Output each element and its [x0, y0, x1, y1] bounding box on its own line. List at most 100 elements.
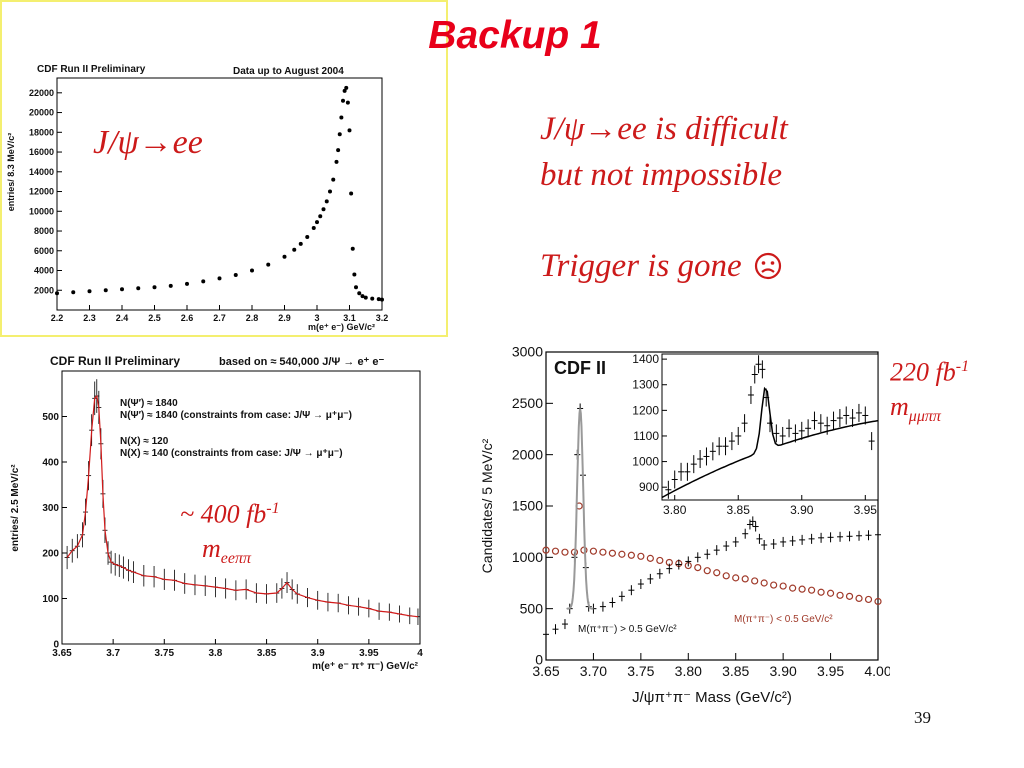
y-tick-label: 18000	[29, 127, 54, 137]
y-tick-label: 8000	[34, 226, 54, 236]
chart3-point-low	[599, 548, 607, 556]
chart1-point	[370, 296, 375, 301]
chart3-point-low	[637, 552, 645, 560]
chart3-point-low	[656, 556, 664, 565]
chart1-point	[349, 191, 354, 196]
x-tick-label: 3.70	[580, 663, 607, 679]
chart3-point-low	[589, 547, 598, 555]
chart1-point	[292, 247, 297, 252]
mass-220-text: m	[890, 391, 909, 421]
lumi-220-sup: -1	[955, 358, 970, 375]
difficulty-note-line1: J/ψ→ee is difficult	[540, 111, 788, 147]
x-tick-label: 3.95	[854, 503, 878, 517]
y-tick-label: 12000	[29, 187, 54, 197]
chart1-point	[305, 234, 310, 239]
chart1-point	[311, 226, 316, 231]
chart3-point-low	[561, 548, 569, 556]
mass-400-sub: eeππ	[220, 549, 252, 567]
chart2-annot-2: N(Ψ′) ≈ 1840 (constraints from case: J/Ψ…	[120, 410, 352, 421]
chart1-point	[339, 115, 344, 120]
chart1-point	[250, 268, 254, 273]
chart3-point-low	[618, 550, 626, 558]
chart1-point	[321, 207, 326, 212]
x-tick-label: 2.7	[213, 313, 226, 323]
chart3-point-low	[741, 575, 749, 583]
chart3-point-low	[874, 597, 882, 606]
chart1-point	[201, 279, 206, 284]
chart1-point	[347, 128, 352, 133]
chart1-point	[337, 132, 342, 137]
chart2-annot-3: N(X) ≈ 120	[120, 436, 169, 447]
chart3-legend-above: M(π⁺π⁻) > 0.5 GeV/c²	[578, 624, 677, 635]
chart1-point	[357, 291, 362, 296]
lumi-400-sup: -1	[266, 500, 280, 517]
y-tick-label: 2000	[512, 446, 543, 462]
chart1-point	[55, 291, 59, 296]
chart1-point	[233, 272, 238, 277]
lumi-220-label: 220 fb-1 mμμππ	[890, 350, 969, 434]
chart3-point-low	[551, 547, 560, 555]
chart1-point	[363, 295, 368, 300]
x-tick-label: 3.90	[770, 663, 797, 679]
chart3-point-low	[703, 567, 711, 575]
chart1-point	[360, 294, 365, 299]
chart1-point	[342, 88, 347, 93]
x-tick-label: 3.8	[208, 648, 222, 659]
chart1-point	[336, 148, 341, 153]
y-tick-label: 900	[639, 480, 659, 494]
chart3-point-low	[770, 581, 778, 589]
frown-face-icon	[754, 252, 782, 280]
x-tick-label: 3	[314, 313, 319, 323]
chart1-point	[168, 283, 173, 288]
chart1-point	[328, 189, 332, 194]
chart3-psi2s-peak-fit	[566, 408, 594, 610]
chart3-point-low	[789, 584, 797, 592]
chart3-point-low	[779, 582, 787, 590]
x-tick-label: 2.3	[83, 313, 96, 323]
x-tick-label: 3.95	[817, 663, 844, 679]
chart3-legend-below: M(π⁺π⁻) < 0.5 GeV/c²	[734, 614, 833, 625]
x-tick-label: 3.85	[727, 503, 751, 517]
x-tick-label: 3.75	[627, 663, 654, 679]
x-tick-label: 3.9	[311, 648, 325, 659]
lumi-400-text: ~ 400 fb	[180, 499, 267, 529]
chart1-plot-area	[56, 77, 383, 311]
x-tick-label: 3.75	[155, 648, 175, 659]
chart3-point-low	[722, 572, 730, 580]
chart3-inset-fit-curve	[661, 386, 879, 499]
chart3-point-low	[646, 554, 654, 562]
x-tick-label: 2.5	[148, 313, 161, 323]
chart2-title: CDF Run II Preliminary	[50, 354, 180, 368]
y-tick-label: 1000	[632, 455, 659, 469]
chart1-point	[354, 285, 358, 290]
chart3-ylabel: Candidates/ 5 MeV/c²	[479, 438, 495, 573]
chart1-point	[136, 286, 141, 291]
chart1-title: CDF Run II Preliminary	[37, 64, 146, 75]
x-tick-label: 2.2	[51, 313, 64, 323]
chart1-point	[352, 272, 357, 277]
chart1-point	[152, 285, 157, 290]
chart3-point-low	[542, 546, 550, 554]
chart3-point-low	[817, 588, 825, 596]
chart1-point	[334, 159, 339, 164]
chart1-point	[341, 98, 345, 103]
x-tick-label: 3.2	[376, 313, 389, 323]
chart3-point-low	[798, 585, 806, 593]
chart3-point-low	[627, 551, 635, 559]
chart-eepipi-frame	[0, 0, 448, 337]
lumi-220-text: 220 fb	[890, 357, 956, 387]
chart3-point-low	[760, 579, 768, 587]
jpsi-ee-label: J/ψ→ee	[93, 124, 203, 161]
y-tick-label: 16000	[29, 147, 54, 157]
chart1-point	[298, 241, 303, 246]
y-tick-label: 1500	[512, 498, 543, 514]
difficulty-note-line2: but not impossible	[540, 157, 783, 193]
y-tick-label: 400	[42, 457, 59, 468]
chart1-point	[103, 288, 108, 293]
y-tick-label: 4000	[34, 266, 54, 276]
chart2-annot-4: N(X) ≈ 140 (constraints from case: J/Ψ →…	[120, 448, 343, 459]
y-tick-label: 500	[520, 600, 544, 616]
chart2-ylabel: entries/ 2.5 MeV/c²	[10, 464, 21, 552]
y-tick-label: 3000	[512, 344, 543, 360]
chart1-ylabel: entries/ 8.3 MeV/c²	[6, 133, 16, 212]
